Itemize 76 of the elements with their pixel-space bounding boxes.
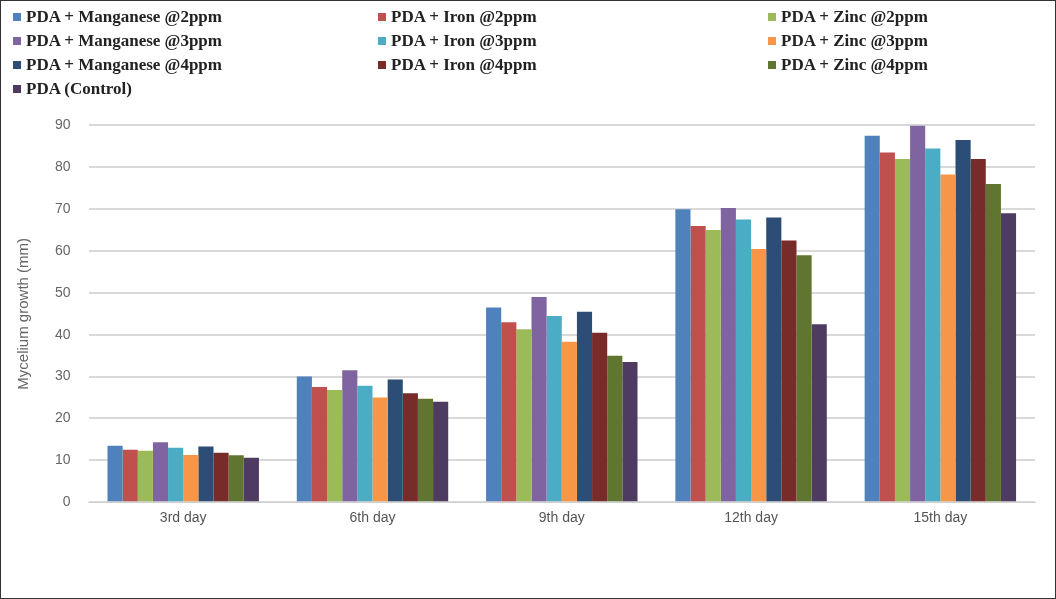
legend-label: PDA + Manganese @2ppm — [26, 7, 222, 27]
bar — [864, 135, 880, 502]
bar — [137, 450, 153, 502]
bar — [894, 158, 911, 502]
bar — [546, 315, 562, 502]
bar — [561, 341, 577, 502]
bar — [675, 209, 691, 502]
y-axis-title: Mycelium growth (mm) — [14, 237, 32, 390]
bar — [955, 140, 971, 502]
legend-label: PDA + Zinc @4ppm — [781, 55, 928, 75]
y-tick-label: 90 — [54, 116, 71, 133]
bar — [228, 455, 244, 502]
bar — [576, 311, 593, 502]
bar — [311, 387, 328, 502]
legend-label: PDA + Zinc @3ppm — [781, 31, 928, 51]
bar — [516, 329, 532, 502]
legend-label: PDA + Manganese @4ppm — [26, 55, 222, 75]
legend-label: PDA (Control) — [26, 79, 132, 99]
bar — [531, 297, 547, 502]
bar — [342, 370, 358, 502]
legend-label: PDA + Iron @4ppm — [391, 55, 537, 75]
bar — [592, 332, 608, 502]
bar — [417, 398, 434, 502]
y-tick-label: 0 — [62, 493, 71, 510]
bar — [879, 152, 895, 502]
bar — [183, 454, 199, 502]
bar — [1000, 213, 1017, 502]
bar — [357, 385, 373, 502]
bar — [796, 255, 812, 502]
bar — [107, 445, 123, 502]
bar — [198, 446, 214, 502]
x-tick-label: 6th day — [349, 509, 396, 526]
legend-label: PDA + Zinc @2ppm — [781, 7, 928, 27]
bar — [766, 217, 782, 502]
bar — [327, 390, 343, 502]
y-tick-label: 40 — [54, 325, 71, 342]
bar — [296, 376, 312, 502]
legend-label: PDA + Iron @2ppm — [391, 7, 537, 27]
bar — [985, 184, 1001, 502]
bar — [152, 442, 169, 502]
y-tick-label: 70 — [54, 199, 71, 216]
bar — [970, 158, 986, 502]
y-tick-label: 20 — [54, 409, 71, 426]
y-tick-label: 10 — [54, 451, 71, 468]
bar — [781, 240, 797, 502]
bar — [243, 457, 259, 502]
y-tick-label: 60 — [54, 241, 71, 258]
x-tick-label: 15th day — [913, 509, 968, 526]
x-tick-label: 9th day — [538, 509, 585, 526]
bar — [940, 174, 956, 502]
y-tick-label: 30 — [54, 367, 71, 384]
bar — [168, 447, 184, 502]
bar — [372, 397, 388, 502]
bar — [751, 248, 767, 502]
bar — [690, 225, 706, 502]
bar — [735, 219, 752, 502]
x-tick-label: 12th day — [724, 509, 778, 526]
bar — [607, 355, 623, 502]
bar — [501, 322, 517, 502]
legend-label: PDA + Iron @3ppm — [391, 31, 537, 51]
bar — [486, 307, 502, 502]
bar — [925, 148, 941, 502]
bar — [720, 207, 736, 502]
bar — [910, 125, 926, 502]
x-tick-label: 3rd day — [159, 509, 207, 526]
bar — [387, 379, 403, 502]
bar — [811, 324, 827, 502]
bar — [122, 449, 138, 502]
bar — [622, 361, 638, 502]
bar — [402, 393, 418, 502]
bar — [213, 452, 229, 502]
y-tick-label: 80 — [54, 158, 71, 175]
bar — [705, 230, 721, 502]
legend-label: PDA + Manganese @3ppm — [26, 31, 222, 51]
y-tick-label: 50 — [54, 283, 71, 300]
bar — [433, 401, 449, 502]
